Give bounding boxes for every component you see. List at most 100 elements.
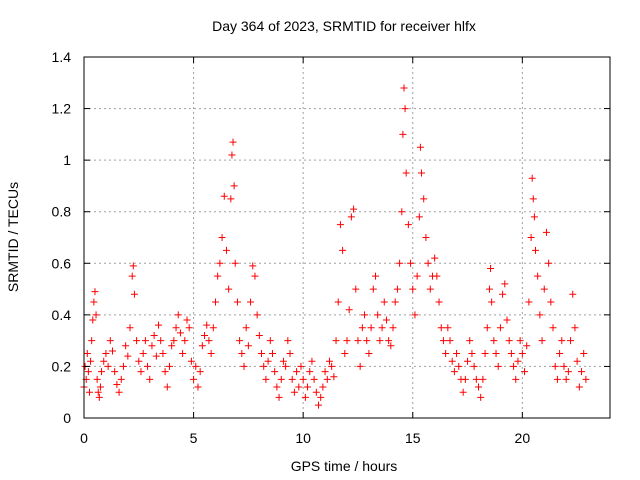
data-point-marker	[437, 324, 445, 332]
data-point-marker	[416, 143, 424, 151]
data-point-marker	[130, 290, 138, 298]
data-point-marker	[413, 272, 421, 280]
data-point-marker	[439, 337, 447, 345]
data-point-marker	[310, 375, 318, 383]
data-point-marker	[135, 357, 143, 365]
data-point-marker	[365, 350, 373, 358]
data-point-marker	[85, 388, 93, 396]
data-point-marker	[87, 357, 95, 365]
data-point-marker	[483, 324, 491, 332]
data-point-marker	[477, 393, 485, 401]
data-point-marker	[238, 350, 246, 358]
data-point-marker	[354, 337, 362, 345]
data-point-marker	[571, 324, 579, 332]
data-point-marker	[374, 311, 382, 319]
data-point-marker	[350, 205, 358, 213]
data-point-marker	[117, 375, 125, 383]
tick-labels-layer: 0 0.2 0.4 0.6 0.8 1 1.2 1.4 0 5 10 15 20	[52, 49, 531, 446]
data-point-marker	[216, 259, 224, 267]
data-point-marker	[518, 350, 526, 358]
data-point-marker	[580, 350, 588, 358]
data-point-marker	[464, 357, 472, 365]
data-point-marker	[240, 362, 248, 370]
data-point-marker	[251, 272, 259, 280]
data-point-marker	[100, 357, 108, 365]
data-point-marker	[249, 262, 257, 270]
data-point-marker	[196, 368, 204, 376]
data-point-marker	[83, 350, 91, 358]
data-point-marker	[400, 84, 408, 92]
data-point-marker	[205, 337, 213, 345]
data-point-marker	[179, 350, 187, 358]
data-point-marker	[399, 130, 407, 138]
data-point-marker	[192, 362, 200, 370]
data-point-marker	[560, 362, 568, 370]
data-point-marker	[551, 362, 559, 370]
data-point-marker	[426, 285, 434, 293]
data-point-marker	[461, 375, 469, 383]
data-point-marker	[562, 375, 570, 383]
data-point-marker	[277, 375, 285, 383]
data-point-marker	[119, 362, 127, 370]
data-point-marker	[332, 337, 340, 345]
y-tick-label: 0.6	[52, 255, 72, 271]
y-tick-label: 0.4	[52, 307, 72, 323]
x-tick-label: 5	[190, 430, 198, 446]
data-point-marker	[301, 393, 309, 401]
data-point-marker	[304, 383, 312, 391]
data-point-marker	[418, 169, 426, 177]
y-tick-label: 1.2	[52, 101, 72, 117]
data-point-marker	[207, 350, 215, 358]
data-point-marker	[415, 213, 423, 221]
data-point-marker	[89, 316, 97, 324]
data-point-marker	[380, 298, 388, 306]
data-point-marker	[262, 375, 270, 383]
data-point-marker	[319, 383, 327, 391]
data-point-marker	[187, 357, 195, 365]
data-point-marker	[578, 368, 586, 376]
x-axis-title: GPS time / hours	[291, 458, 398, 474]
data-point-marker	[92, 311, 100, 319]
data-point-marker	[512, 375, 520, 383]
y-tick-label: 0	[63, 410, 71, 426]
data-point-marker	[323, 375, 331, 383]
data-point-marker	[453, 350, 461, 358]
data-point-marker	[363, 337, 371, 345]
y-tick-label: 0.2	[52, 358, 72, 374]
data-point-marker	[567, 337, 575, 345]
data-point-marker	[334, 298, 342, 306]
data-point-marker	[88, 337, 96, 345]
data-point-marker	[295, 383, 303, 391]
data-point-marker	[209, 324, 217, 332]
data-point-marker	[564, 368, 572, 376]
data-point-marker	[569, 290, 577, 298]
data-point-marker	[275, 393, 283, 401]
data-point-marker	[547, 298, 555, 306]
data-point-marker	[549, 324, 557, 332]
data-point-marker	[385, 337, 393, 345]
data-point-marker	[521, 368, 529, 376]
data-point-marker	[124, 352, 132, 360]
data-point-marker	[556, 350, 564, 358]
data-point-marker	[174, 311, 182, 319]
data-point-marker	[111, 368, 119, 376]
data-point-marker	[297, 362, 305, 370]
data-point-marker	[492, 350, 500, 358]
data-point-marker	[444, 324, 452, 332]
data-point-marker	[168, 342, 176, 350]
data-point-marker	[271, 368, 279, 376]
data-point-marker	[233, 298, 241, 306]
data-point-marker	[450, 368, 458, 376]
data-point-marker	[352, 285, 360, 293]
y-tick-label: 0.8	[52, 204, 72, 220]
data-point-marker	[94, 388, 102, 396]
data-point-marker	[108, 347, 116, 355]
data-point-marker	[378, 324, 386, 332]
data-point-marker	[448, 357, 456, 365]
data-point-marker	[113, 380, 121, 388]
data-point-marker	[542, 228, 550, 236]
data-point-marker	[494, 362, 502, 370]
data-point-marker	[358, 324, 366, 332]
data-point-marker	[475, 383, 482, 391]
